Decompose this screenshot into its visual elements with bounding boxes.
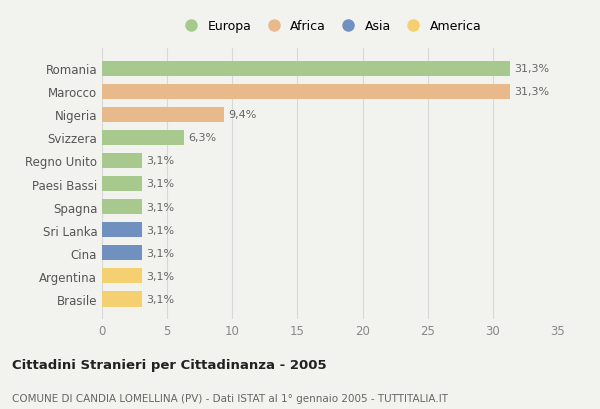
Bar	[102, 246, 142, 261]
Bar	[102, 269, 142, 284]
Text: 3,1%: 3,1%	[146, 248, 175, 258]
Bar	[102, 130, 184, 146]
Bar	[102, 153, 142, 169]
Text: 3,1%: 3,1%	[146, 202, 175, 212]
Text: 3,1%: 3,1%	[146, 179, 175, 189]
Text: Cittadini Stranieri per Cittadinanza - 2005: Cittadini Stranieri per Cittadinanza - 2…	[12, 358, 326, 371]
Legend: Europa, Africa, Asia, America: Europa, Africa, Asia, America	[176, 18, 484, 36]
Bar	[102, 84, 510, 99]
Bar	[102, 108, 224, 122]
Text: 3,1%: 3,1%	[146, 294, 175, 304]
Bar	[102, 222, 142, 238]
Text: 31,3%: 31,3%	[514, 87, 549, 97]
Text: 31,3%: 31,3%	[514, 64, 549, 74]
Bar	[102, 177, 142, 191]
Text: 6,3%: 6,3%	[188, 133, 216, 143]
Text: 3,1%: 3,1%	[146, 225, 175, 235]
Bar	[102, 200, 142, 215]
Text: 3,1%: 3,1%	[146, 156, 175, 166]
Text: 3,1%: 3,1%	[146, 271, 175, 281]
Bar	[102, 61, 510, 76]
Bar	[102, 292, 142, 307]
Text: COMUNE DI CANDIA LOMELLINA (PV) - Dati ISTAT al 1° gennaio 2005 - TUTTITALIA.IT: COMUNE DI CANDIA LOMELLINA (PV) - Dati I…	[12, 393, 448, 403]
Text: 9,4%: 9,4%	[229, 110, 257, 120]
